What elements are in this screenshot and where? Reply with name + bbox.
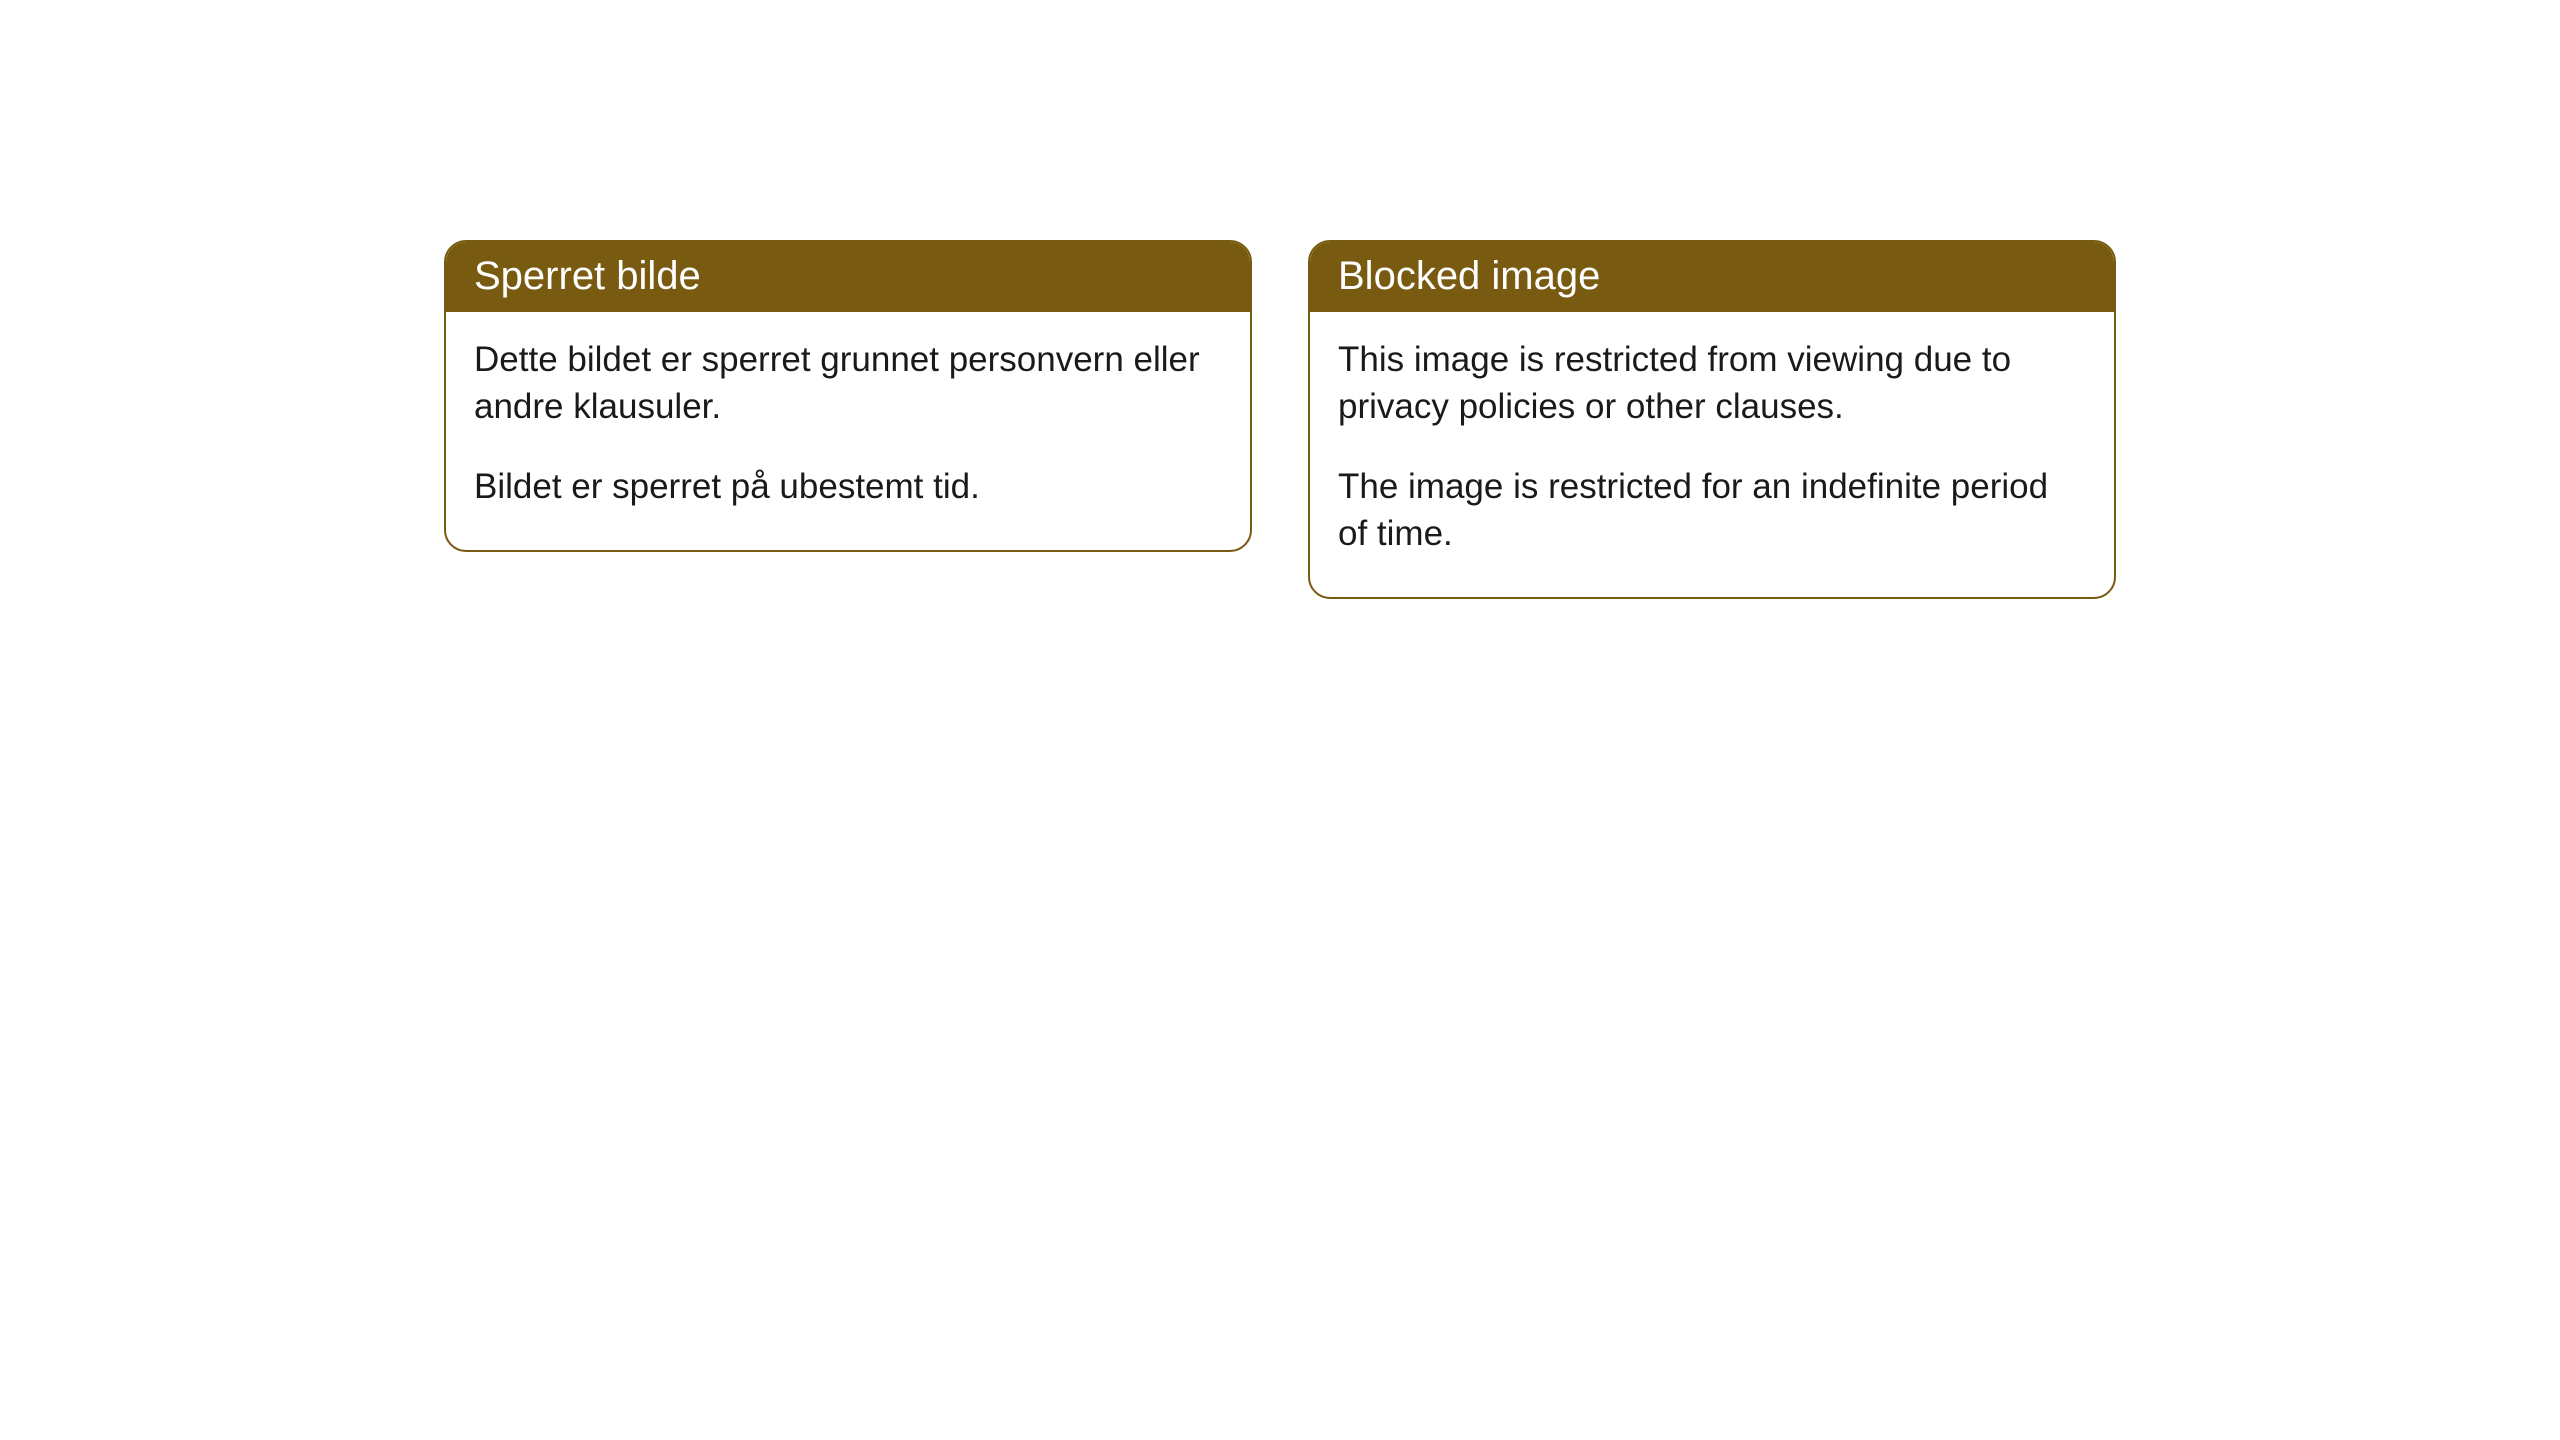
- card-paragraph-1: This image is restricted from viewing du…: [1338, 336, 2086, 431]
- info-card-norwegian: Sperret bilde Dette bildet er sperret gr…: [444, 240, 1252, 552]
- card-body-english: This image is restricted from viewing du…: [1310, 312, 2114, 597]
- card-paragraph-2: The image is restricted for an indefinit…: [1338, 463, 2086, 558]
- card-header-norwegian: Sperret bilde: [446, 242, 1250, 312]
- card-paragraph-2: Bildet er sperret på ubestemt tid.: [474, 463, 1222, 510]
- card-paragraph-1: Dette bildet er sperret grunnet personve…: [474, 336, 1222, 431]
- card-header-english: Blocked image: [1310, 242, 2114, 312]
- info-card-english: Blocked image This image is restricted f…: [1308, 240, 2116, 599]
- card-body-norwegian: Dette bildet er sperret grunnet personve…: [446, 312, 1250, 550]
- cards-container: Sperret bilde Dette bildet er sperret gr…: [444, 240, 2116, 1440]
